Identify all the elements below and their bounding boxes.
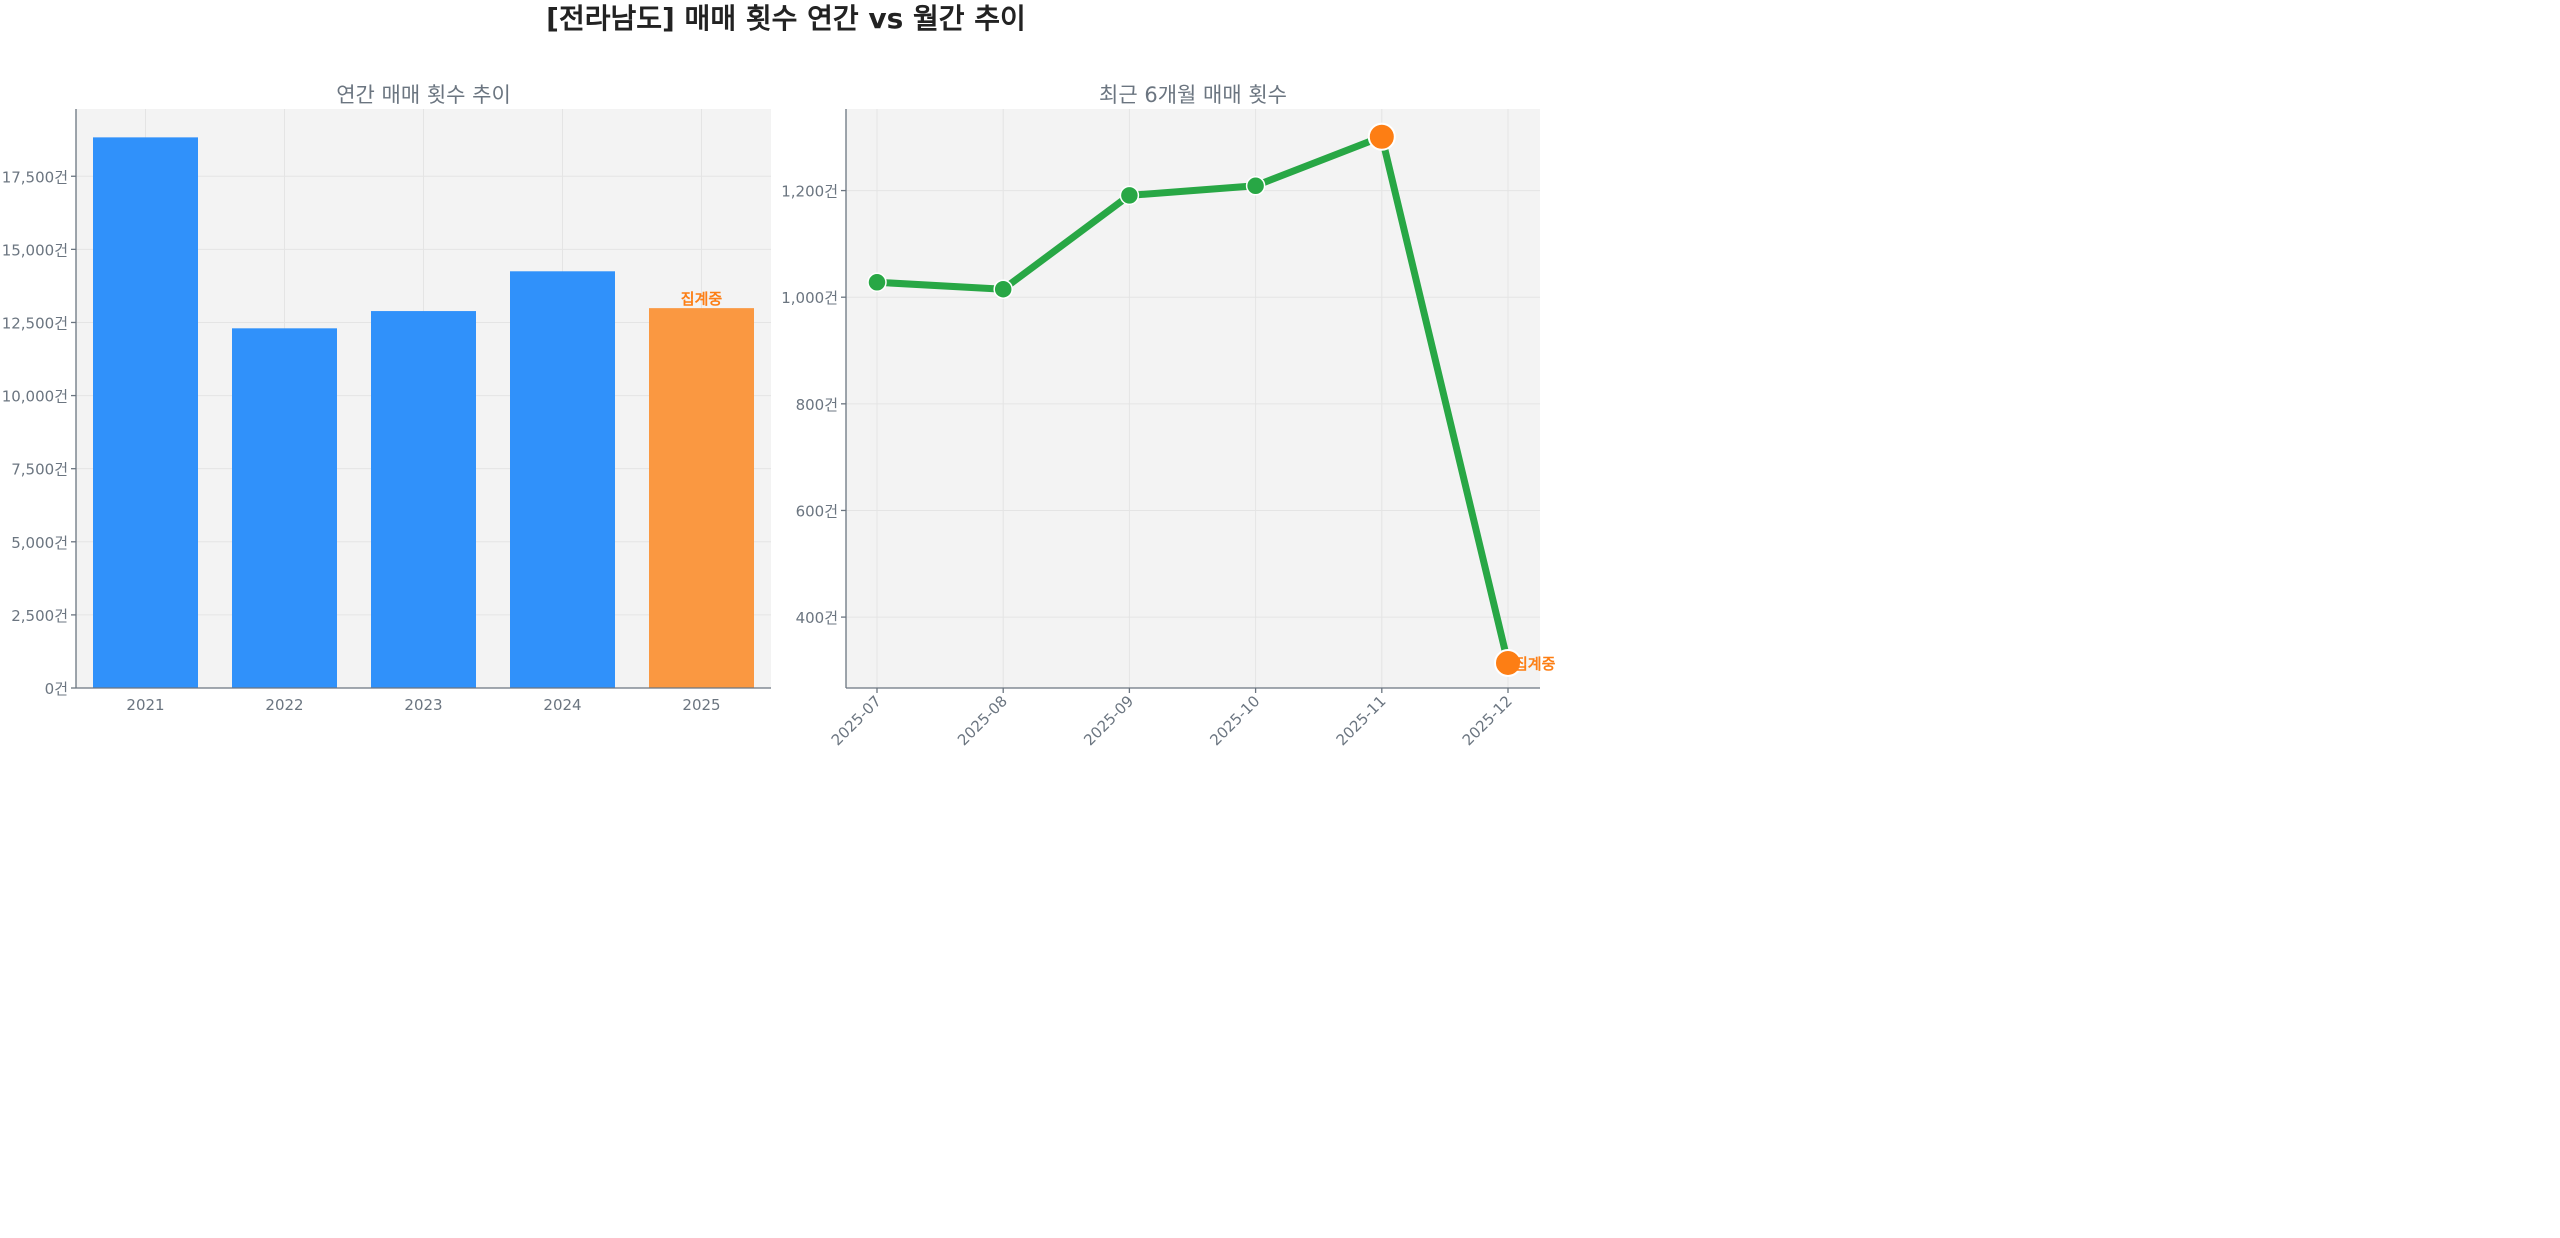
x-tick-label: 2025-12 — [1459, 692, 1516, 749]
point-2025-08 — [993, 279, 1013, 299]
y-tick-label: 400건 — [796, 609, 838, 627]
bar-2023 — [371, 311, 476, 688]
x-tick-label: 2024 — [543, 696, 581, 714]
y-tick-label: 1,200건 — [781, 183, 838, 201]
y-tick-label: 12,500건 — [2, 314, 68, 332]
y-tick-label: 0건 — [45, 680, 68, 698]
partial-annotation: 집계중 — [681, 290, 723, 308]
y-tick-label: 15,000건 — [2, 241, 68, 259]
bar-2025 — [649, 308, 754, 688]
annual-bar-chart: 0건 2,500건 5,000건 7,500건 10,000건 12,500건 15,000… — [2, 83, 771, 714]
point-2025-07 — [867, 272, 887, 293]
figure-title: [전라남도] 매매 횟수 연간 vs 월간 추이 — [546, 2, 1026, 35]
bar-2024 — [510, 271, 615, 688]
bar-2021 — [93, 137, 198, 688]
x-tick-label: 2025-09 — [1080, 692, 1137, 749]
x-tick-label: 2025-08 — [954, 692, 1011, 749]
x-tick-label: 2025-10 — [1206, 692, 1263, 749]
y-tick-label: 17,500건 — [2, 168, 68, 186]
y-tick-label: 5,000건 — [11, 534, 68, 552]
subplot-title: 최근 6개월 매매 횟수 — [1099, 83, 1287, 107]
x-tick-label: 2025 — [682, 696, 720, 714]
series-line — [876, 133, 1512, 664]
y-tick-label: 800건 — [796, 396, 838, 414]
y-tick-label: 10,000건 — [2, 388, 68, 406]
x-tick-label: 2023 — [404, 696, 442, 714]
point-2025-09 — [1119, 185, 1140, 206]
plot-background — [846, 109, 1540, 688]
x-tick-label: 2025-11 — [1333, 692, 1390, 749]
y-tick-label: 2,500건 — [11, 607, 68, 625]
partial-annotation: 집계중 — [1514, 655, 1556, 673]
x-tick-label: 2025-07 — [828, 692, 885, 749]
point-2025-11 — [1367, 122, 1396, 151]
y-tick-label: 1,000건 — [781, 289, 838, 307]
x-tick-label: 2022 — [265, 696, 303, 714]
monthly-line-chart: 2025-07 2025-08 2025-09 2025-10 2025-11 2025-… — [781, 83, 1555, 749]
bar-2022 — [232, 328, 337, 688]
point-2025-12 — [1494, 648, 1522, 677]
point-2025-10 — [1245, 176, 1266, 196]
y-tick-label: 600건 — [796, 502, 838, 520]
x-tick-label: 2021 — [126, 696, 164, 714]
y-tick-label: 7,500건 — [11, 461, 68, 479]
subplot-title: 연간 매매 횟수 추이 — [336, 83, 511, 107]
